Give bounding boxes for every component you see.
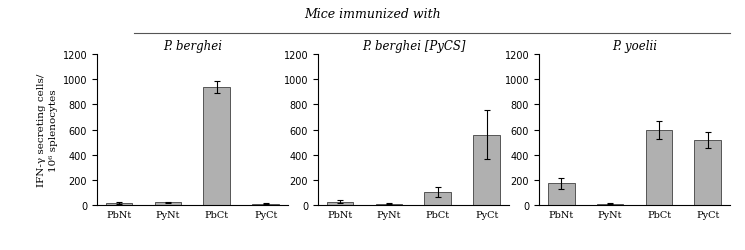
- Text: Mice immunized with: Mice immunized with: [304, 8, 441, 20]
- Bar: [326, 202, 353, 205]
- Bar: [597, 204, 624, 205]
- Title: P. berghei: P. berghei: [163, 40, 222, 52]
- Bar: [694, 140, 721, 205]
- Title: P. berghei [PyCS]: P. berghei [PyCS]: [362, 40, 465, 52]
- Bar: [253, 204, 279, 205]
- Y-axis label: IFN-γ secreting cells/
10⁶ splenocytes: IFN-γ secreting cells/ 10⁶ splenocytes: [37, 74, 58, 186]
- Bar: [154, 202, 182, 205]
- Bar: [548, 184, 574, 205]
- Bar: [474, 135, 501, 205]
- Bar: [645, 130, 673, 205]
- Bar: [203, 88, 230, 205]
- Bar: [106, 203, 133, 205]
- Bar: [375, 204, 402, 205]
- Bar: [425, 192, 451, 205]
- Title: P. yoelii: P. yoelii: [612, 40, 657, 52]
